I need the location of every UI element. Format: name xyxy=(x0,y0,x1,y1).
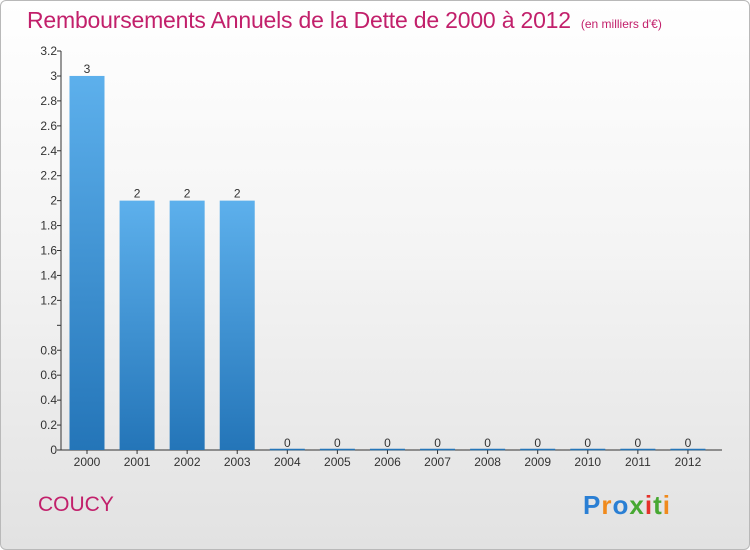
y-tick-label: 0.2 xyxy=(40,418,57,432)
data-label: 0 xyxy=(384,436,391,450)
axes: 0 0.2 0.4 0.6 0.8 1.2 1.4 1.6 1.8 2 2.2 2.4 2.6 2.8 3 3… xyxy=(40,44,722,457)
data-label: 0 xyxy=(334,436,341,450)
y-tick-label: 2 xyxy=(50,194,57,208)
y-tick-label: 1.6 xyxy=(40,244,57,258)
y-tick-label: 1.8 xyxy=(40,219,57,233)
y-tick-label: 2.6 xyxy=(40,119,57,133)
y-tick-label: 3 xyxy=(50,69,57,83)
data-label: 2 xyxy=(134,187,141,201)
logo-letter: i xyxy=(644,490,654,520)
data-label: 0 xyxy=(284,436,291,450)
data-label: 0 xyxy=(584,436,591,450)
y-tick-label: 1.4 xyxy=(40,268,57,282)
x-tick-label: 2010 xyxy=(574,455,601,469)
logo-letter: r xyxy=(601,490,613,520)
y-tick-label: 2.8 xyxy=(40,94,57,108)
data-label: 2 xyxy=(184,187,191,201)
x-tick-label: 2000 xyxy=(74,455,101,469)
x-tick-label: 2009 xyxy=(524,455,551,469)
logo-letter: i xyxy=(662,490,671,520)
logo-letter: P xyxy=(583,490,602,520)
x-tick-label: 2008 xyxy=(474,455,501,469)
bar xyxy=(69,75,105,450)
y-tick-label: 0.6 xyxy=(40,368,57,382)
data-label: 3 xyxy=(84,62,91,76)
x-tick-label: 2006 xyxy=(374,455,401,469)
data-label: 0 xyxy=(484,436,491,450)
y-tick-label: 2.4 xyxy=(40,144,57,158)
logo-letter: o xyxy=(612,490,630,520)
chart-subtitle: (en milliers d'€) xyxy=(580,17,662,31)
x-tick-label: 2011 xyxy=(625,455,651,469)
bar xyxy=(119,200,155,450)
data-label: 0 xyxy=(534,436,541,450)
bar xyxy=(169,200,205,450)
logo-letter: x xyxy=(629,490,645,520)
labels: 2000 3 2001 2 2002 2 2003 2 2004 0 2005 0 2006 0 2007 0… xyxy=(74,62,702,469)
x-tick-label: 2003 xyxy=(224,455,251,469)
x-tick-label: 2002 xyxy=(174,455,201,469)
x-tick-label: 2005 xyxy=(324,455,351,469)
data-label: 0 xyxy=(635,436,642,450)
y-tick-label: 1.2 xyxy=(40,293,57,307)
x-tick-label: 2001 xyxy=(124,455,151,469)
bars xyxy=(69,75,706,451)
title-row: Remboursements Annuels de la Dette de 20… xyxy=(27,7,662,34)
y-tick-label: 2.2 xyxy=(40,169,57,183)
y-tick-label: 0.4 xyxy=(40,393,57,407)
data-label: 0 xyxy=(434,436,441,450)
proxiti-logo: Proxiti xyxy=(583,490,671,521)
bar xyxy=(219,200,255,450)
x-tick-label: 2012 xyxy=(675,455,702,469)
commune-name: COUCY xyxy=(38,493,114,516)
data-label: 2 xyxy=(234,187,241,201)
chart-title: Remboursements Annuels de la Dette de 20… xyxy=(27,7,571,33)
y-tick-label: 3.2 xyxy=(40,44,57,58)
logo-letter: t xyxy=(653,490,663,520)
data-label: 0 xyxy=(685,436,692,450)
y-tick-label: 0.8 xyxy=(40,343,57,357)
x-tick-label: 2004 xyxy=(274,455,301,469)
y-tick-label: 0 xyxy=(50,443,57,457)
x-tick-label: 2007 xyxy=(424,455,451,469)
